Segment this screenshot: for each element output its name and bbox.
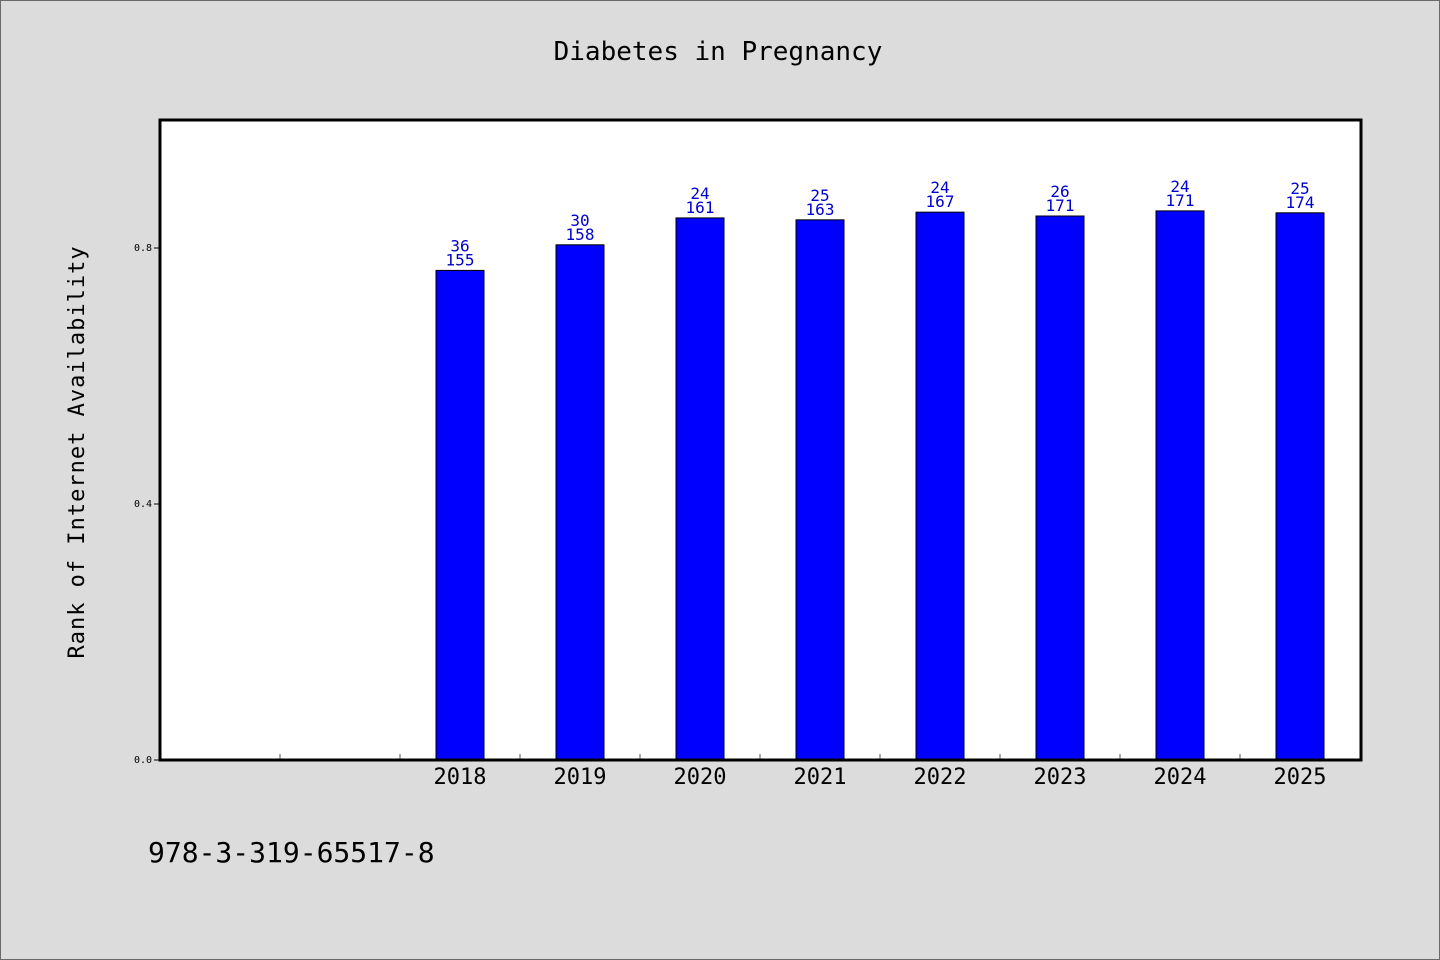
data-label-top: 24	[690, 184, 709, 203]
data-label-bottom: 167	[926, 192, 955, 211]
bars	[435, 210, 1325, 761]
y-tick-label: 0.4	[134, 499, 152, 510]
bar	[1035, 215, 1085, 761]
x-tick-label: 2021	[794, 765, 847, 790]
y-axis-label: Rank of Internet Availability	[65, 245, 90, 658]
data-label-top: 24	[1170, 177, 1189, 196]
bar	[675, 217, 725, 761]
bar	[435, 269, 485, 761]
x-tick-label: 2022	[914, 765, 967, 790]
x-tick-label: 2019	[554, 765, 607, 790]
data-label-bottom: 171	[1046, 196, 1075, 215]
bar	[555, 244, 605, 761]
data-label-top: 24	[930, 178, 949, 197]
chart-title: Diabetes in Pregnancy	[554, 37, 883, 67]
x-tick-label: 2025	[1274, 765, 1327, 790]
data-label-bottom: 155	[446, 250, 475, 269]
data-label-top: 25	[810, 186, 829, 205]
x-tick-label: 2024	[1154, 765, 1207, 790]
bar	[915, 211, 965, 761]
data-label-top: 26	[1050, 182, 1069, 201]
x-tick-label: 2018	[434, 765, 487, 790]
x-tick-label: 2020	[674, 765, 727, 790]
data-label-bottom: 163	[806, 200, 835, 219]
data-label-top: 30	[570, 211, 589, 230]
data-label-top: 36	[450, 236, 469, 255]
bar	[795, 219, 845, 761]
bar	[1275, 212, 1325, 761]
y-axis: 0.0 0.4 0.8	[134, 243, 160, 766]
isbn-text: 978-3-319-65517-8	[148, 836, 435, 869]
data-label-top: 25	[1290, 179, 1309, 198]
data-label-bottom: 174	[1286, 193, 1315, 212]
data-label-bottom: 161	[686, 198, 715, 217]
x-axis: 2018 2019 2020 2021 2022 2023 2024 2025	[279, 754, 1327, 790]
data-label-bottom: 158	[566, 225, 595, 244]
data-label-bottom: 171	[1166, 191, 1195, 210]
plot-border	[158, 118, 1363, 762]
bar	[1155, 210, 1205, 761]
y-tick-label: 0.0	[134, 755, 152, 766]
x-tick-label: 2023	[1034, 765, 1087, 790]
y-tick-label: 0.8	[134, 243, 152, 254]
